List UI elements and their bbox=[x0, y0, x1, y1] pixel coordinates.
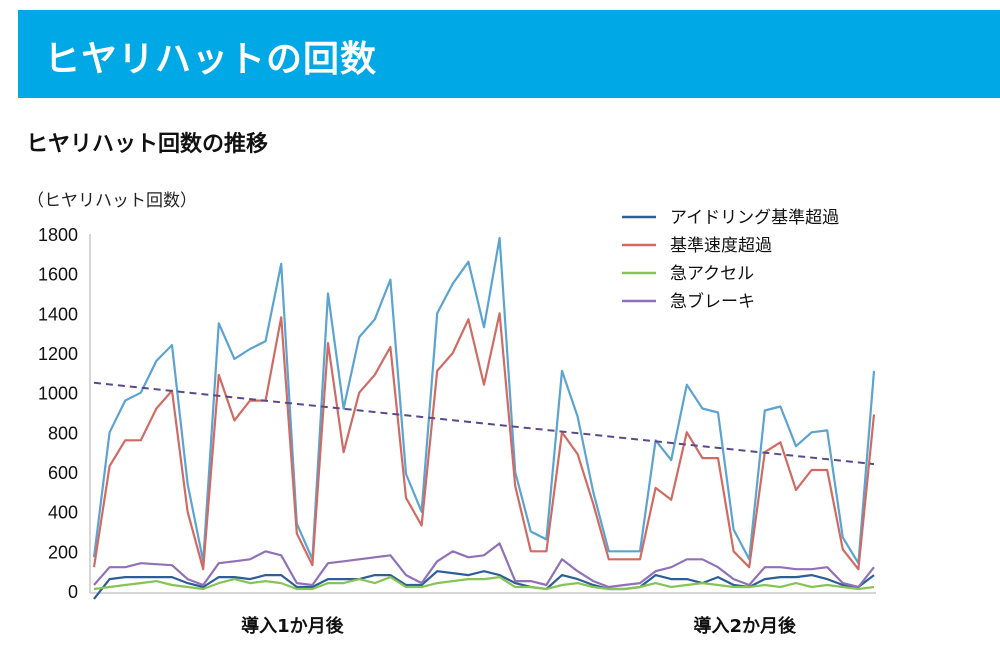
series-line-急アクセル bbox=[93, 575, 875, 591]
y-tick-label: 600 bbox=[48, 463, 78, 483]
legend-label: 急アクセル bbox=[670, 264, 754, 284]
x-category-label: 導入1か月後 bbox=[241, 615, 345, 637]
page-title: ヒヤリハットの回数 bbox=[44, 39, 378, 80]
y-tick-label: 1000 bbox=[38, 384, 78, 404]
y-tick-label: 800 bbox=[48, 423, 78, 443]
y-tick-label: 200 bbox=[48, 542, 78, 562]
series-line-急ブレーキ bbox=[93, 542, 875, 589]
y-tick-label: 1800 bbox=[38, 225, 78, 245]
y-tick-label: 1600 bbox=[38, 265, 78, 285]
x-category-label: 導入2か月後 bbox=[694, 615, 798, 637]
section-title: ヒヤリハット回数の推移 bbox=[26, 132, 269, 157]
legend-label: 急ブレーキ bbox=[670, 291, 755, 312]
y-tick-label: 1400 bbox=[38, 304, 78, 324]
y-axis-unit-label: （ヒヤリハット回数） bbox=[27, 191, 197, 211]
series-line-trend bbox=[93, 381, 875, 466]
header-banner: ヒヤリハットの回数 bbox=[18, 10, 1000, 98]
y-tick-label: 1200 bbox=[38, 344, 78, 364]
y-tick-label: 0 bbox=[68, 582, 78, 602]
chart-plot-area bbox=[92, 236, 876, 600]
y-tick-label: 400 bbox=[48, 503, 78, 523]
legend-label: 基準速度超過 bbox=[670, 236, 772, 256]
legend-label: アイドリング基準超過 bbox=[670, 208, 839, 228]
chart-axes: 0 200 400 600 800 1000 1200 1400 1600 1800 導入1か月後 導… bbox=[38, 225, 876, 637]
series-line-基準速度超過 bbox=[92, 312, 876, 571]
series-line-total bbox=[92, 236, 876, 565]
